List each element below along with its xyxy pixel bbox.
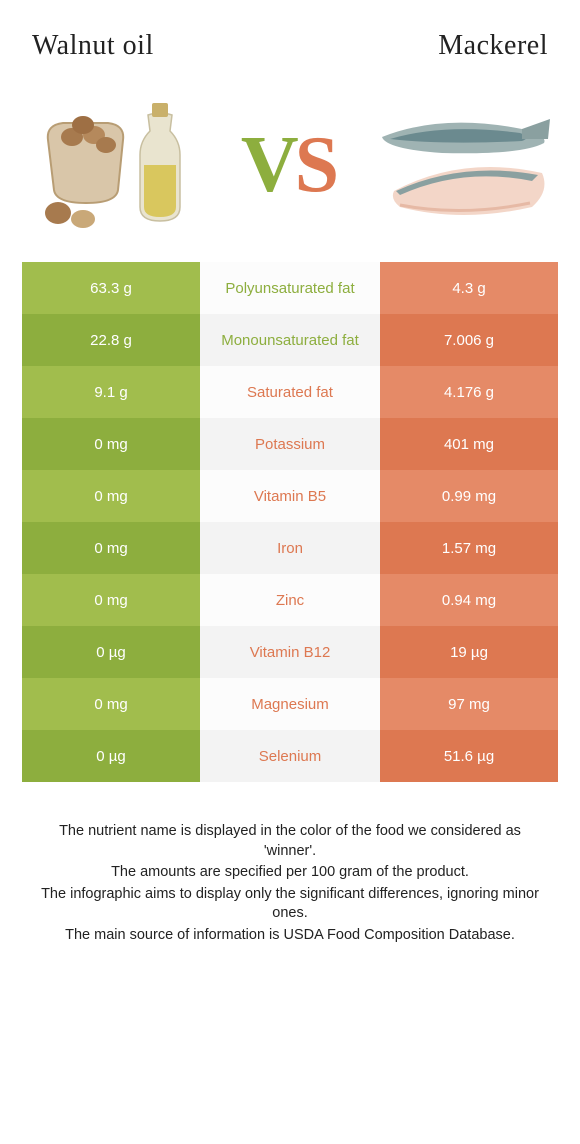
footer-line: The infographic aims to display only the… (40, 885, 540, 924)
left-value-cell: 22.8 g (22, 314, 200, 366)
nutrient-table: 63.3 gPolyunsaturated fat4.3 g22.8 gMono… (22, 262, 558, 782)
left-value-cell: 9.1 g (22, 366, 200, 418)
table-row: 0 µgVitamin B1219 µg (22, 626, 558, 678)
right-value-cell: 0.94 mg (380, 574, 558, 626)
right-value-cell: 1.57 mg (380, 522, 558, 574)
left-value-cell: 0 mg (22, 678, 200, 730)
titles-row: Walnut oil Mackerel (22, 18, 558, 80)
footer-notes: The nutrient name is displayed in the co… (22, 822, 558, 945)
footer-line: The amounts are specified per 100 gram o… (40, 863, 540, 883)
table-row: 0 µgSelenium51.6 µg (22, 730, 558, 782)
left-value-cell: 63.3 g (22, 262, 200, 314)
right-value-cell: 4.3 g (380, 262, 558, 314)
left-value-cell: 0 mg (22, 470, 200, 522)
vs-label: V S (241, 125, 339, 205)
right-value-cell: 97 mg (380, 678, 558, 730)
nutrient-label: Polyunsaturated fat (200, 262, 380, 314)
footer-line: The main source of information is USDA F… (40, 926, 540, 946)
nutrient-label: Selenium (200, 730, 380, 782)
right-value-cell: 0.99 mg (380, 470, 558, 522)
vs-s: S (295, 125, 340, 205)
right-value-cell: 401 mg (380, 418, 558, 470)
table-row: 22.8 gMonounsaturated fat7.006 g (22, 314, 558, 366)
right-food-image (372, 95, 552, 235)
right-value-cell: 7.006 g (380, 314, 558, 366)
left-value-cell: 0 mg (22, 522, 200, 574)
right-value-cell: 4.176 g (380, 366, 558, 418)
right-food-title: Mackerel (438, 30, 548, 62)
vs-v: V (241, 125, 299, 205)
left-value-cell: 0 mg (22, 574, 200, 626)
nutrient-label: Vitamin B12 (200, 626, 380, 678)
nutrient-label: Vitamin B5 (200, 470, 380, 522)
nutrient-label: Potassium (200, 418, 380, 470)
nutrient-label: Monounsaturated fat (200, 314, 380, 366)
nutrient-label: Magnesium (200, 678, 380, 730)
right-value-cell: 51.6 µg (380, 730, 558, 782)
table-row: 0 mgVitamin B50.99 mg (22, 470, 558, 522)
left-value-cell: 0 µg (22, 730, 200, 782)
left-food-image (28, 95, 208, 235)
right-value-cell: 19 µg (380, 626, 558, 678)
table-row: 0 mgIron1.57 mg (22, 522, 558, 574)
left-value-cell: 0 mg (22, 418, 200, 470)
table-row: 0 mgZinc0.94 mg (22, 574, 558, 626)
table-row: 9.1 gSaturated fat4.176 g (22, 366, 558, 418)
left-food-title: Walnut oil (32, 30, 154, 62)
nutrient-label: Iron (200, 522, 380, 574)
table-row: 0 mgPotassium401 mg (22, 418, 558, 470)
hero-row: V S (22, 80, 558, 250)
nutrient-label: Saturated fat (200, 366, 380, 418)
table-row: 0 mgMagnesium97 mg (22, 678, 558, 730)
nutrient-label: Zinc (200, 574, 380, 626)
footer-line: The nutrient name is displayed in the co… (40, 822, 540, 861)
table-row: 63.3 gPolyunsaturated fat4.3 g (22, 262, 558, 314)
left-value-cell: 0 µg (22, 626, 200, 678)
